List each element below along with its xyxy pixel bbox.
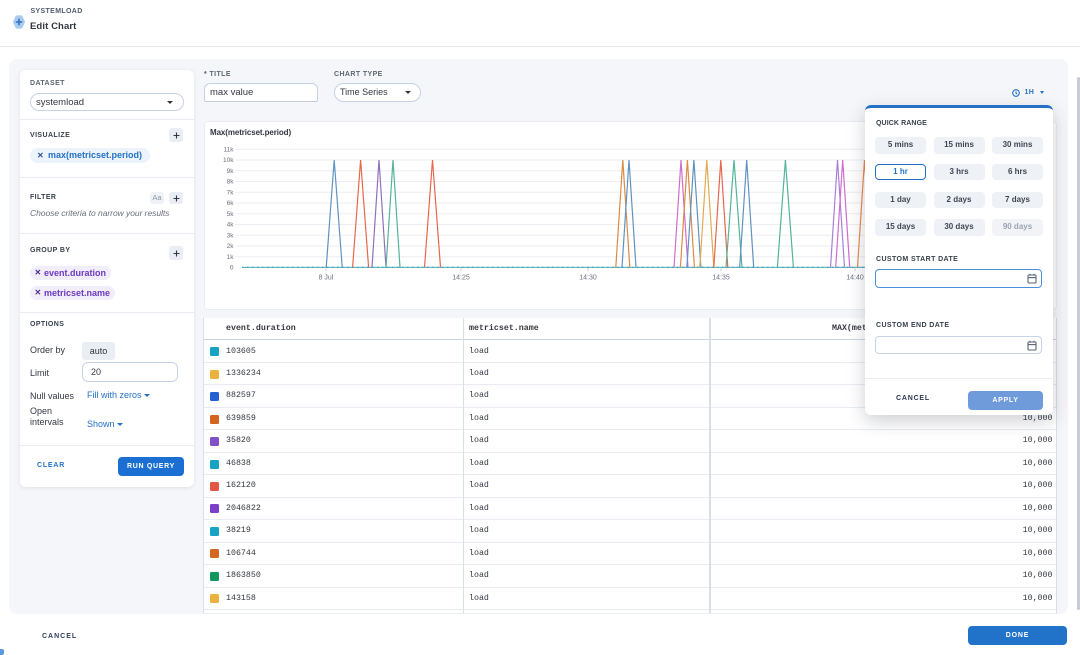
svg-text:14:25: 14:25 — [452, 275, 470, 282]
svg-text:8k: 8k — [227, 179, 235, 186]
svg-text:4k: 4k — [227, 222, 235, 229]
svg-text:1k: 1k — [227, 254, 235, 261]
svg-text:8 Jul: 8 Jul — [319, 275, 334, 282]
svg-text:7k: 7k — [227, 190, 235, 197]
svg-text:10k: 10k — [223, 157, 234, 164]
svg-text:0: 0 — [230, 265, 234, 272]
svg-text:14:35: 14:35 — [712, 275, 730, 282]
svg-text:14:40: 14:40 — [846, 275, 864, 282]
svg-text:14:30: 14:30 — [579, 275, 597, 282]
svg-text:6k: 6k — [227, 200, 235, 207]
svg-text:2k: 2k — [227, 243, 235, 250]
svg-text:3k: 3k — [227, 232, 235, 239]
svg-text:9k: 9k — [227, 168, 235, 175]
svg-text:11k: 11k — [224, 147, 235, 154]
svg-text:5k: 5k — [227, 211, 235, 218]
